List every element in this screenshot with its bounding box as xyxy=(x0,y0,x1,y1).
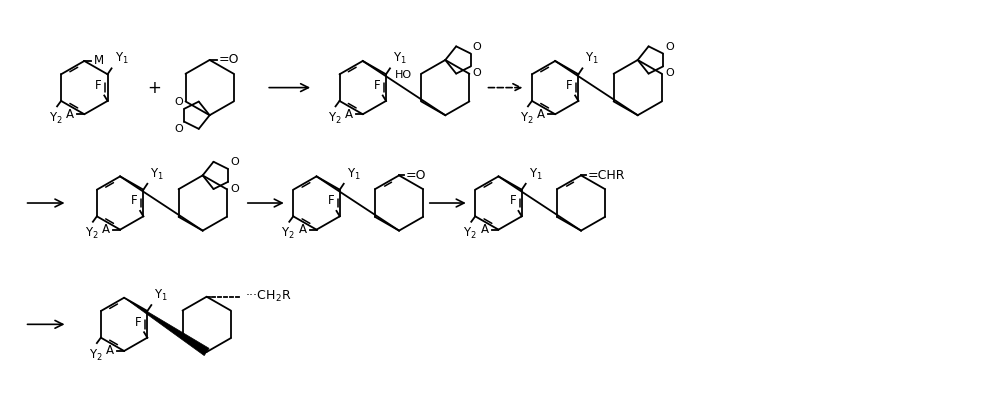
Text: Y$_2$: Y$_2$ xyxy=(85,226,99,241)
Text: M: M xyxy=(94,55,104,67)
Text: =CHR: =CHR xyxy=(588,169,625,182)
Text: Y$_1$: Y$_1$ xyxy=(347,167,361,182)
Text: Y$_2$: Y$_2$ xyxy=(328,111,341,126)
Text: Y$_2$: Y$_2$ xyxy=(281,226,295,241)
Text: O: O xyxy=(175,124,183,134)
Text: F: F xyxy=(95,79,102,92)
Text: Y$_1$: Y$_1$ xyxy=(115,51,128,67)
Text: A: A xyxy=(481,223,489,236)
Text: F: F xyxy=(509,195,516,207)
Text: Y$_2$: Y$_2$ xyxy=(520,111,534,126)
Text: Y$_1$: Y$_1$ xyxy=(529,167,543,182)
Text: HO: HO xyxy=(394,70,412,80)
Text: O: O xyxy=(230,157,239,167)
Text: Y$_1$: Y$_1$ xyxy=(154,288,168,303)
Text: Y$_1$: Y$_1$ xyxy=(393,51,407,67)
Text: O: O xyxy=(230,184,239,194)
Text: A: A xyxy=(299,223,307,236)
Text: F: F xyxy=(131,195,138,207)
Text: Y$_2$: Y$_2$ xyxy=(463,226,477,241)
Text: O: O xyxy=(473,69,481,78)
Text: O: O xyxy=(175,97,183,107)
Text: A: A xyxy=(102,223,110,236)
Text: F: F xyxy=(327,195,334,207)
Text: F: F xyxy=(374,79,380,92)
Text: O: O xyxy=(473,42,481,51)
Text: O: O xyxy=(665,42,674,51)
Text: =O: =O xyxy=(406,169,427,182)
Text: Y$_2$: Y$_2$ xyxy=(49,111,63,126)
Text: Y$_2$: Y$_2$ xyxy=(89,348,103,363)
Text: A: A xyxy=(345,108,353,121)
Text: +: + xyxy=(147,79,161,97)
Polygon shape xyxy=(124,298,209,356)
Text: F: F xyxy=(566,79,573,92)
Text: A: A xyxy=(66,108,74,121)
Text: F: F xyxy=(135,316,142,329)
Text: O: O xyxy=(665,69,674,78)
Text: ···CH$_2$R: ···CH$_2$R xyxy=(245,289,292,304)
Text: Y$_1$: Y$_1$ xyxy=(150,167,164,182)
Text: =O: =O xyxy=(219,53,239,67)
Text: Y$_1$: Y$_1$ xyxy=(585,51,599,67)
Text: A: A xyxy=(537,108,545,121)
Text: A: A xyxy=(106,344,114,357)
